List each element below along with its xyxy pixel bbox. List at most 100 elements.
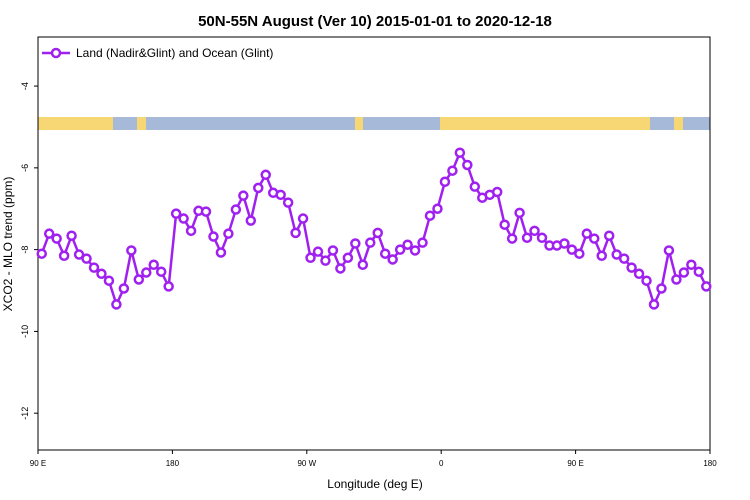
- data-point: [342, 252, 354, 264]
- data-point: [58, 250, 70, 262]
- data-point: [245, 215, 257, 226]
- data-point: [469, 181, 481, 192]
- data-point: [312, 246, 324, 257]
- x-tick-label: 90 W: [297, 459, 316, 468]
- data-point: [491, 186, 503, 198]
- data-point: [185, 225, 197, 237]
- data-point: [603, 230, 615, 241]
- data-point: [559, 238, 570, 249]
- data-point: [148, 259, 159, 271]
- chart-title: 50N-55N August (Ver 10) 2015-01-01 to 20…: [198, 13, 552, 30]
- data-point: [521, 232, 533, 244]
- data-point: [320, 255, 331, 266]
- data-point: [394, 244, 406, 255]
- data-point: [66, 230, 77, 241]
- x-tick-label: 180: [703, 459, 717, 468]
- data-point: [223, 228, 234, 239]
- data-point: [566, 244, 578, 255]
- data-point: [409, 245, 421, 256]
- data-point: [439, 176, 451, 188]
- data-point: [596, 250, 607, 262]
- x-tick-label: 0: [439, 459, 444, 468]
- data-point: [693, 266, 705, 277]
- data-point: [118, 283, 130, 294]
- data-point: [678, 267, 690, 278]
- data-point: [305, 252, 316, 264]
- data-point: [297, 213, 309, 224]
- y-tick-label: -6: [20, 164, 30, 172]
- data-point: [417, 237, 428, 248]
- data-point: [506, 233, 518, 244]
- data-point: [141, 267, 152, 278]
- data-point: [462, 159, 473, 171]
- data-point: [260, 169, 271, 181]
- data-point: [656, 283, 667, 294]
- y-axis-label: XCO2 - MLO trend (ppm): [1, 177, 15, 312]
- data-point: [350, 238, 361, 249]
- data-point: [73, 249, 85, 260]
- data-point: [618, 253, 630, 264]
- x-tick-label: 180: [166, 459, 180, 468]
- legend-label: Land (Nadir&Glint) and Ocean (Glint): [76, 46, 273, 60]
- data-point: [574, 248, 585, 259]
- data-point: [701, 281, 712, 292]
- data-point: [589, 233, 600, 244]
- data-point: [536, 232, 548, 244]
- data-point: [633, 268, 645, 280]
- data-point: [529, 225, 540, 237]
- data-point: [626, 262, 637, 273]
- data-point: [126, 245, 137, 256]
- x-axis-label: Longitude (deg E): [327, 477, 422, 491]
- data-point: [290, 227, 301, 239]
- data-point: [648, 299, 660, 310]
- data-point: [111, 299, 122, 310]
- y-tick-label: -12: [20, 407, 30, 420]
- data-point: [402, 239, 413, 250]
- data-point: [671, 274, 682, 285]
- data-point: [200, 206, 212, 217]
- data-point: [499, 219, 510, 230]
- data-point: [611, 249, 622, 260]
- data-point: [230, 204, 242, 215]
- data-point: [103, 275, 115, 286]
- data-point: [454, 147, 466, 158]
- data-point: [335, 263, 346, 274]
- data-point: [663, 245, 675, 256]
- data-point: [641, 275, 652, 286]
- data-point: [282, 197, 294, 208]
- data-point: [36, 248, 47, 259]
- data-point: [365, 237, 376, 248]
- data-point: [208, 231, 219, 242]
- data-point: [253, 182, 264, 194]
- data-point: [327, 245, 339, 256]
- y-tick-label: -8: [20, 246, 30, 254]
- data-point: [357, 259, 369, 271]
- data-point: [215, 247, 227, 258]
- data-point: [372, 227, 383, 239]
- x-tick-label: 90 E: [567, 459, 583, 468]
- legend-marker: [50, 47, 62, 59]
- y-tick-label: -4: [20, 82, 30, 90]
- data-point: [88, 262, 100, 273]
- data-point: [133, 274, 145, 285]
- data-point: [43, 228, 55, 239]
- data-point: [163, 281, 174, 292]
- data-point: [155, 266, 167, 277]
- data-point: [170, 208, 182, 219]
- plot-frame: [37, 36, 711, 451]
- data-point: [514, 207, 525, 219]
- data-point: [379, 248, 391, 259]
- data-point: [686, 259, 697, 271]
- data-point: [387, 254, 398, 265]
- x-tick-label: 90 E: [30, 459, 46, 468]
- data-point: [238, 190, 249, 201]
- data-point: [51, 233, 62, 244]
- land-ocean-strip: [38, 117, 710, 130]
- data-point: [275, 189, 286, 201]
- data-point: [447, 165, 458, 176]
- data-point: [424, 210, 436, 221]
- data-point: [432, 203, 443, 214]
- data-point: [81, 253, 92, 264]
- data-point: [96, 268, 107, 280]
